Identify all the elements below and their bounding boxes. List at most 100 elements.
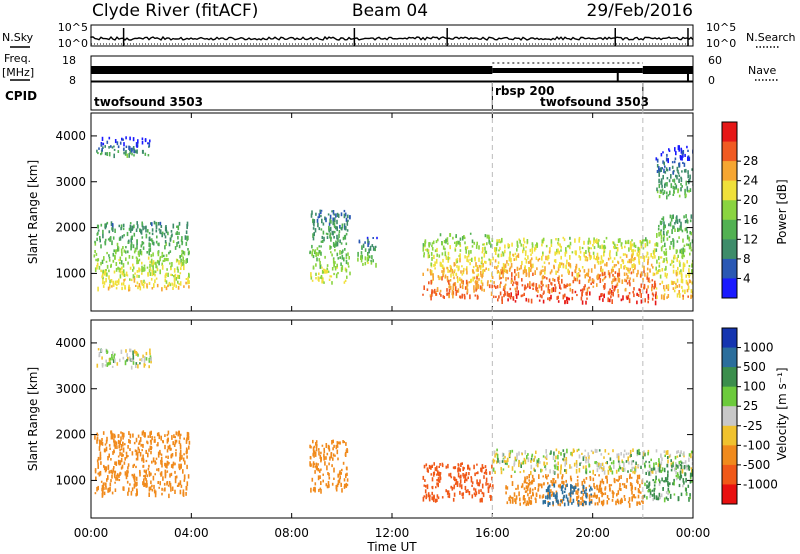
data-cell: [560, 245, 562, 249]
data-cell: [620, 264, 622, 269]
data-cell: [610, 469, 612, 473]
data-cell: [343, 209, 346, 213]
data-cell: [423, 484, 426, 487]
data-cell: [569, 287, 572, 292]
data-cell: [651, 279, 654, 282]
data-cell: [629, 242, 632, 247]
data-cell: [646, 267, 649, 271]
data-cell: [472, 265, 475, 269]
data-cell: [120, 349, 123, 354]
station-title: Clyde River (fitACF): [92, 1, 258, 21]
data-cell: [609, 457, 612, 461]
data-cell: [593, 492, 596, 497]
data-cell: [110, 470, 112, 474]
data-cell: [688, 268, 690, 273]
data-cell: [531, 249, 534, 254]
data-cell: [329, 232, 332, 236]
data-cell: [562, 265, 565, 269]
data-cell: [658, 483, 661, 486]
data-cell: [484, 250, 487, 254]
data-cell: [369, 245, 372, 251]
data-cell: [563, 481, 565, 486]
data-cell: [661, 217, 663, 220]
data-cell: [114, 470, 117, 474]
data-cell: [326, 452, 329, 456]
data-cell: [500, 281, 502, 285]
data-cell: [674, 228, 676, 232]
data-cell: [589, 278, 591, 282]
data-cell: [632, 460, 635, 463]
data-cell: [675, 272, 678, 275]
data-cell: [123, 151, 125, 155]
data-cell: [95, 476, 97, 479]
data-cell: [646, 484, 648, 489]
data-cell: [649, 488, 651, 492]
data-cell: [106, 152, 109, 156]
data-cell: [552, 277, 554, 282]
data-cell: [667, 294, 670, 298]
data-cell: [566, 297, 569, 300]
data-cell: [129, 348, 131, 352]
data-cell: [454, 476, 456, 482]
data-cell: [332, 220, 334, 226]
data-cell: [668, 148, 670, 151]
data-cell: [558, 275, 560, 280]
data-cell: [153, 484, 155, 489]
data-cell: [431, 291, 433, 297]
data-cell: [578, 500, 580, 506]
data-cell: [634, 249, 636, 252]
data-cell: [672, 179, 674, 182]
data-cell: [523, 495, 525, 498]
data-cell: [455, 244, 457, 247]
data-cell: [650, 253, 652, 258]
data-cell: [651, 489, 654, 492]
data-cell: [526, 501, 529, 505]
data-cell: [446, 276, 449, 281]
data-cell: [510, 263, 513, 268]
data-cell: [690, 289, 693, 294]
data-cell: [547, 492, 549, 496]
data-cell: [315, 442, 317, 446]
data-cell: [514, 252, 517, 256]
data-cell: [523, 487, 526, 490]
data-cell: [676, 240, 679, 243]
data-cell: [481, 256, 483, 259]
data-cell: [454, 241, 456, 244]
data-cell: [345, 268, 348, 272]
data-cell: [122, 138, 124, 141]
data-cell: [675, 464, 678, 467]
data-cell: [165, 254, 168, 257]
data-cell: [464, 475, 467, 480]
data-cell: [157, 468, 160, 472]
data-cell: [148, 281, 151, 285]
data-cell: [431, 256, 433, 261]
data-cell: [658, 256, 660, 261]
data-cell: [501, 296, 503, 301]
data-cell: [333, 213, 336, 216]
data-cell: [121, 270, 124, 275]
data-cell: [149, 434, 151, 438]
data-cell: [594, 264, 596, 269]
data-cell: [548, 289, 551, 294]
data-cell: [668, 490, 671, 494]
data-cell: [467, 464, 469, 469]
data-cell: [99, 238, 101, 243]
data-cell: [599, 260, 602, 265]
data-cell: [339, 470, 341, 475]
data-cell: [462, 270, 464, 273]
colorbar-tick-label: 4: [743, 271, 751, 285]
data-cell: [431, 244, 433, 248]
data-cell: [559, 483, 562, 489]
data-cell: [448, 283, 451, 286]
data-cell: [447, 495, 450, 498]
data-cell: [145, 478, 147, 482]
y-tick-label: 3000: [55, 382, 86, 396]
data-cell: [666, 168, 669, 172]
data-cell: [147, 256, 150, 260]
data-cell: [147, 154, 150, 157]
data-cell: [120, 224, 123, 229]
data-cell: [130, 243, 132, 247]
data-cell: [663, 161, 665, 166]
data-cell: [163, 257, 166, 262]
data-cell: [431, 270, 433, 275]
